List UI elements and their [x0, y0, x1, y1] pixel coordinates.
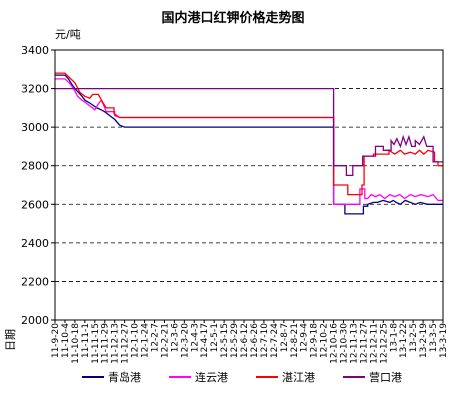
x-tick-label: 12-1-24: [141, 323, 151, 358]
x-tick-label: 12-6-26: [250, 323, 260, 358]
x-tick-label: 12-5-29: [230, 323, 240, 358]
x-tick-label: 12-12-11: [369, 323, 379, 364]
unit-label: 元/吨: [55, 28, 81, 41]
x-tick-label: 11-11-1: [81, 323, 91, 358]
series-line: [55, 87, 443, 177]
chart-title: 国内港口红钾价格走势图: [161, 10, 304, 26]
x-tick-label: 12-4-3: [190, 323, 200, 352]
x-tick-label: 12-9-4: [300, 323, 310, 353]
x-tick-label: 12-6-12: [240, 323, 250, 358]
y-tick-label: 2000: [21, 314, 49, 327]
x-tick-label: 12-3-20: [180, 323, 190, 358]
y-tick-label: 2200: [21, 275, 49, 288]
x-tick-label: 12-5-15: [220, 323, 230, 358]
y-tick-label: 3200: [21, 83, 49, 96]
x-axis-label: 日期: [4, 329, 17, 351]
x-tick-label: 11-10-18: [71, 323, 81, 364]
y-tick-label: 2400: [21, 237, 49, 250]
series-line: [55, 78, 443, 205]
plot-border: [54, 49, 444, 321]
series-lines: [55, 72, 443, 215]
x-tick-label: 12-8-7: [280, 323, 290, 352]
x-tick-label: 12-2-21: [160, 323, 170, 358]
legend-label: 连云港: [195, 371, 228, 384]
x-tick-label: 13-2-5: [409, 323, 419, 352]
y-axis-ticks: 2000 2200 2400 2600 2800 3000 3200 3400: [21, 44, 55, 327]
x-tick-label: 12-2-7: [150, 323, 160, 352]
x-tick-label: 11-12-13: [111, 323, 121, 364]
x-tick-label: 12-9-18: [310, 323, 320, 358]
x-tick-label: 12-4-17: [200, 323, 210, 358]
legend-label: 营口港: [369, 370, 402, 384]
legend-label: 青岛港: [108, 370, 141, 384]
x-tick-label: 13-3-19: [439, 323, 449, 358]
x-tick-label: 11-11-15: [91, 323, 101, 364]
x-tick-label: 11-11-29: [101, 323, 111, 364]
legend-label: 湛江港: [282, 371, 315, 384]
x-tick-label: 13-1-22: [399, 323, 409, 358]
legend: 青岛港 连云港 湛江港 营口港: [82, 370, 402, 384]
x-tick-label: 11-9-20: [51, 323, 61, 358]
x-tick-label: 13-3-5: [429, 323, 439, 352]
x-tick-label: 11-12-27: [121, 323, 131, 364]
y-tick-label: 3400: [21, 44, 49, 57]
x-tick-label: 13-2-19: [419, 323, 429, 358]
x-tick-label: 11-10-4: [61, 323, 71, 358]
x-tick-label: 12-7-10: [260, 323, 270, 358]
x-tick-label: 12-3-6: [170, 323, 180, 353]
x-tick-label: 13-1-8: [389, 323, 399, 353]
y-tick-label: 2800: [21, 160, 49, 173]
x-tick-label: 12-11-13: [349, 323, 359, 364]
x-tick-label: 12-7-24: [270, 323, 280, 358]
x-tick-label: 12-5-1: [210, 323, 220, 352]
x-tick-label: 12-10-16: [330, 323, 340, 364]
x-tick-label: 12-1-10: [131, 323, 141, 358]
x-tick-label: 12-11-27: [359, 323, 369, 364]
series-line: [55, 74, 443, 215]
x-tick-label: 12-12-25: [379, 323, 389, 364]
x-axis-ticks: 11-9-20 11-10-4 11-10-18 11-11-1 11-11-15 11-…: [51, 320, 449, 364]
x-tick-label: 12-10-30: [340, 323, 350, 364]
x-tick-label: 12-10-2: [320, 323, 330, 358]
x-tick-label: 12-8-21: [290, 323, 300, 358]
plot-frame: [54, 49, 444, 321]
series-line: [55, 72, 443, 196]
y-tick-label: 2600: [21, 198, 49, 211]
y-tick-label: 3000: [21, 121, 49, 134]
